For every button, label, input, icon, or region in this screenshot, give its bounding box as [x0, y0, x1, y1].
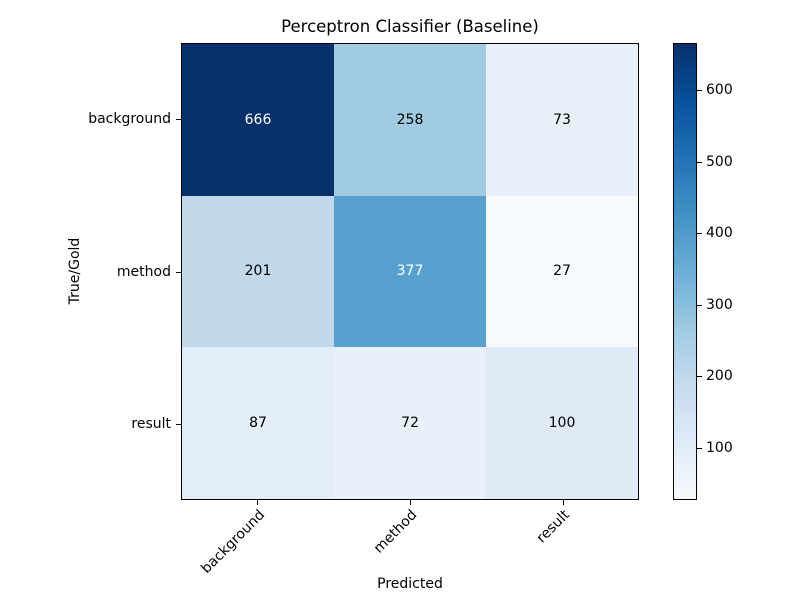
- colorbar-tick: [697, 90, 702, 92]
- heatmap-cell: 666: [182, 44, 334, 196]
- colorbar-tick-label: 600: [706, 82, 733, 99]
- colorbar: [673, 43, 697, 500]
- colorbar-tick: [697, 161, 702, 163]
- y-tick: [176, 423, 181, 425]
- y-tick: [176, 119, 181, 121]
- y-tick-label: result: [131, 415, 171, 432]
- colorbar-tick: [697, 447, 702, 449]
- heatmap-cell: 87: [182, 347, 334, 499]
- y-tick-label: method: [116, 263, 171, 280]
- heatmap-cell: 258: [334, 44, 486, 196]
- y-tick: [176, 271, 181, 273]
- x-tick: [257, 500, 259, 505]
- colorbar-tick-label: 300: [706, 296, 733, 313]
- x-tick-label-text: background: [197, 507, 268, 577]
- heatmap-cell: 100: [486, 347, 638, 499]
- heatmap-cell: 72: [334, 347, 486, 499]
- x-tick: [562, 500, 564, 505]
- heatmap-axes: 666 258 73 201 377 27 87 72 100: [181, 43, 639, 500]
- x-tick-label-text: result: [533, 507, 573, 547]
- colorbar-tick: [697, 376, 702, 378]
- heatmap-cell: 27: [486, 195, 638, 348]
- colorbar-tick-label: 200: [706, 368, 733, 385]
- chart-title: Perceptron Classifier (Baseline): [281, 17, 539, 36]
- heatmap-grid: 666 258 73 201 377 27 87 72 100: [182, 44, 638, 499]
- heatmap-cell: 377: [334, 195, 486, 348]
- colorbar-tick-label: 500: [706, 153, 733, 170]
- colorbar-tick: [697, 304, 702, 306]
- heatmap-cell: 73: [486, 44, 638, 196]
- x-tick-label-text: method: [370, 507, 421, 557]
- x-tick: [410, 500, 411, 505]
- colorbar-tick: [697, 233, 702, 235]
- x-axis-label: Predicted: [377, 576, 443, 592]
- y-tick-label: background: [88, 111, 171, 128]
- colorbar-tick-label: 100: [706, 439, 733, 456]
- colorbar-tick-label: 400: [706, 225, 733, 242]
- heatmap-cell: 201: [182, 195, 334, 348]
